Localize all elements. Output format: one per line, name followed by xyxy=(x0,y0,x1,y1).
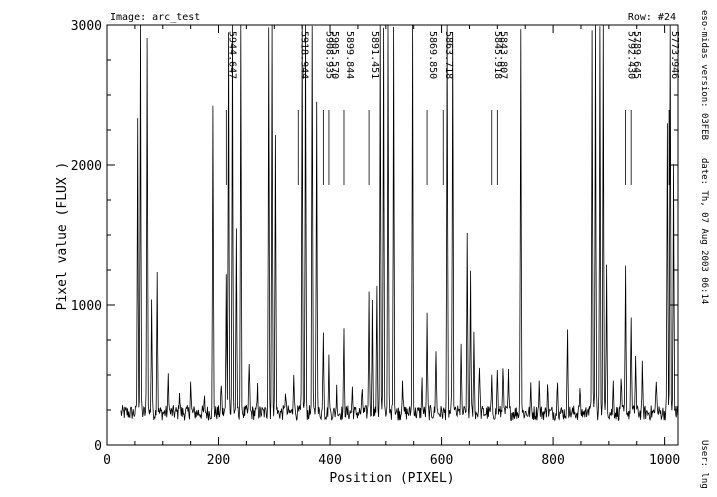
line-annotation-label: 5845.918 xyxy=(492,31,503,79)
x-tick-label: 600 xyxy=(430,453,453,468)
line-annotation-label: 5905.570 xyxy=(329,31,340,79)
y-tick-label: 1000 xyxy=(71,299,102,314)
line-annotation-label: 5773.946 xyxy=(669,31,680,79)
axis-ticks: 0 200 400 600 800 1000 0 1000 2000 3000 xyxy=(71,19,681,468)
line-annotation-label: 5891.451 xyxy=(369,31,380,79)
flux-series-line xyxy=(120,24,679,422)
y-tick-label: 2000 xyxy=(71,159,102,174)
user-text: User: lng xyxy=(699,440,709,489)
line-annotation-label: 5944.647 xyxy=(226,31,237,79)
y-tick-label: 0 xyxy=(94,439,102,454)
x-tick-label: 1000 xyxy=(649,453,680,468)
line-annotation-label: 5908.935 xyxy=(323,31,334,79)
line-annotation-label: 5869.850 xyxy=(427,31,438,79)
line-annotation-label: 5863.718 xyxy=(443,31,454,79)
line-annotation-label: 5918.944 xyxy=(298,31,309,79)
line-annotation-label: 5843.807 xyxy=(497,31,508,79)
x-tick-label: 400 xyxy=(318,453,341,468)
line-annotation-label: 5789.645 xyxy=(631,31,642,79)
line-annotation-label: 5792.430 xyxy=(626,31,637,79)
date-text: date: Th, 07 Aug 2003 06:14 xyxy=(699,158,709,304)
image-title: Image: arc_test xyxy=(110,12,200,23)
y-axis-label: Pixel value (FLUX ) xyxy=(55,162,70,311)
x-tick-label: 800 xyxy=(541,453,564,468)
x-axis-label: Position (PIXEL) xyxy=(329,471,454,486)
row-label: Row: #24 xyxy=(628,12,676,23)
version-text: eso-midas version: 03FEB xyxy=(699,10,709,140)
x-tick-label: 200 xyxy=(207,453,230,468)
y-tick-label: 3000 xyxy=(71,19,102,34)
x-tick-label: 0 xyxy=(103,453,111,468)
line-annotation-label: 5899.844 xyxy=(344,31,355,79)
